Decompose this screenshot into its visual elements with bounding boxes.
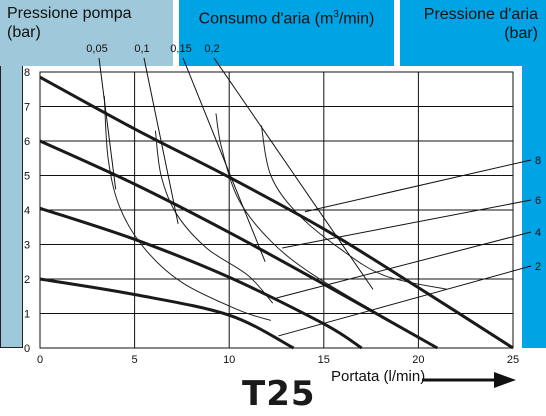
- consumption-label: 0,2: [204, 43, 219, 55]
- header-air-pressure-line1: Pressione d'aria: [423, 6, 538, 23]
- x-tick-label: 10: [223, 354, 235, 366]
- y-tick-label: 3: [24, 240, 30, 252]
- consumption-leader: [213, 57, 374, 290]
- consumption-curve-0: [103, 96, 271, 321]
- y-tick-label: 4: [24, 205, 30, 217]
- x-axis-label: Portata (l/min): [331, 368, 426, 385]
- air-pressure-label: 4: [535, 227, 541, 239]
- header-air-consumption-text: Consumo d'aria (m: [198, 10, 334, 28]
- y-tick-label: 0: [24, 343, 30, 355]
- consumption-curve-3: [260, 125, 447, 290]
- model-title: T25: [242, 374, 316, 414]
- pressure-line-2: [39, 277, 295, 350]
- y-tick-label: 1: [24, 309, 30, 321]
- consumption-label: 0,05: [86, 43, 107, 55]
- air-pressure-label: 8: [535, 155, 541, 167]
- air-pressure-leader: [276, 231, 532, 299]
- pressure-line-4: [39, 206, 363, 350]
- consumption-label: 0,1: [134, 43, 149, 55]
- consumption-label: 0,15: [170, 43, 191, 55]
- consumption-leader: [98, 57, 117, 190]
- air-pressure-leader: [278, 265, 532, 337]
- right-axis-panel: [522, 66, 546, 348]
- consumption-leader: [143, 57, 179, 224]
- header-air-consumption-unit: /min): [338, 10, 375, 28]
- y-tick-label: 2: [24, 274, 30, 286]
- y-tick-label: 6: [24, 136, 30, 148]
- x-tick-label: 5: [132, 354, 138, 366]
- x-tick-label: 20: [412, 354, 424, 366]
- header-air-pressure: Pressione d'aria (bar): [400, 0, 546, 66]
- x-tick-label: 0: [37, 354, 43, 366]
- x-axis-arrow-icon: [422, 372, 516, 388]
- air-pressure-label: 2: [535, 261, 541, 273]
- header-pump-pressure: Pressione pompa (bar): [0, 0, 173, 66]
- consumption-curve-1: [154, 130, 274, 304]
- header-air-consumption: Consumo d'aria (m3/min): [179, 0, 394, 66]
- y-tick-label: 7: [24, 102, 30, 114]
- consumption-curve-2: [215, 113, 391, 321]
- pressure-line-8: [39, 75, 514, 350]
- y-tick-label: 5: [24, 171, 30, 183]
- air-pressure-label: 6: [535, 195, 541, 207]
- air-pressure-leader: [282, 199, 532, 249]
- header-pump-pressure-line1: Pressione pompa: [7, 5, 132, 22]
- left-axis-panel: [0, 66, 23, 348]
- air-pressure-leader: [304, 159, 532, 213]
- consumption-leader: [182, 57, 266, 262]
- header-air-pressure-line2: (bar): [504, 25, 538, 42]
- x-tick-label: 15: [318, 354, 330, 366]
- x-tick-label: 25: [507, 354, 519, 366]
- header-air-consumption-sup: 3: [333, 9, 339, 20]
- pressure-line-6: [39, 139, 439, 350]
- header-pump-pressure-line2: (bar): [7, 24, 41, 41]
- y-tick-label: 8: [24, 67, 30, 79]
